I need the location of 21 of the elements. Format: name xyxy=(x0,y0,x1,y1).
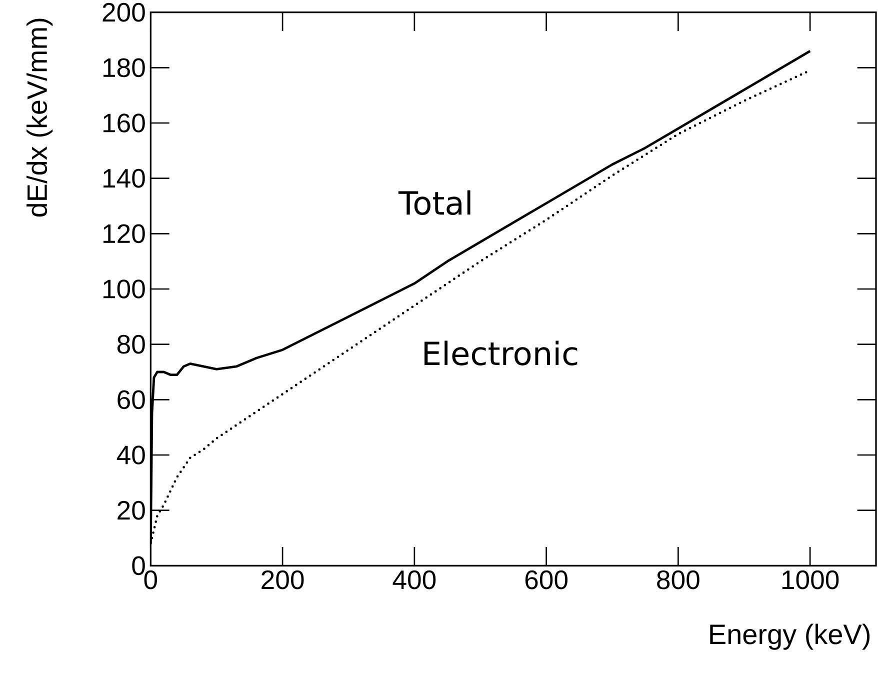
y-tick-label: 100 xyxy=(103,280,145,298)
y-tick-label: 140 xyxy=(103,168,145,188)
series-label: Total xyxy=(398,190,470,216)
y-axis-title: dE/dx (keV/mm) xyxy=(26,18,53,217)
y-tick-label: 20 xyxy=(118,500,145,520)
y-tick-label: 40 xyxy=(116,446,145,464)
y-tick-label: 0 xyxy=(132,556,145,576)
x-tick-label: 600 xyxy=(525,570,568,590)
x-tick-label: 800 xyxy=(657,570,700,590)
x-tick-label: 1000 xyxy=(782,570,839,590)
y-tick-label: 180 xyxy=(103,58,145,78)
y-tick-label: 60 xyxy=(118,390,145,410)
x-tick-label: 400 xyxy=(392,570,436,590)
y-tick-label: 80 xyxy=(117,334,145,354)
y-tick-label: 120 xyxy=(103,224,145,244)
x-tick-label: 0 xyxy=(144,570,158,590)
x-tick-label: 200 xyxy=(262,570,304,590)
y-tick-label: 200 xyxy=(102,2,145,22)
x-axis-title: Energy (keV) xyxy=(710,624,870,650)
series-label: Electronic xyxy=(424,340,578,366)
y-tick-label: 160 xyxy=(103,114,145,132)
